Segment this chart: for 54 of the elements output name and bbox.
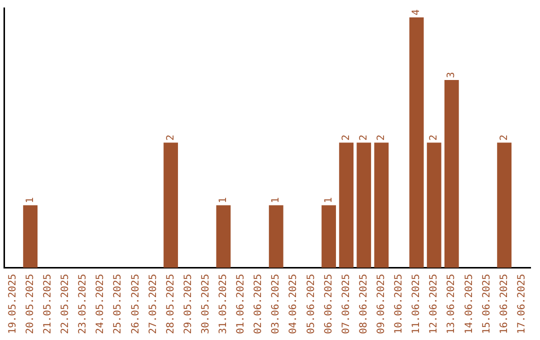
x-tick-label: 20.05.2025: [24, 274, 36, 334]
data-label: 2: [165, 134, 176, 141]
x-tick-label: 30.05.2025: [200, 274, 212, 334]
bar: [268, 205, 284, 268]
data-label: 2: [498, 134, 510, 141]
x-tick-label: 10.06.2025: [394, 274, 405, 334]
bar: [216, 205, 231, 268]
bar: [497, 142, 512, 268]
x-tick-label: 21.05.2025: [42, 274, 54, 334]
x-tick-label: 31.05.2025: [218, 274, 230, 334]
x-tick-label: 22.05.2025: [60, 274, 72, 334]
data-label: 4: [411, 9, 422, 16]
x-tick-label: 09.06.2025: [376, 274, 388, 334]
x-tick-label: 28.05.2025: [165, 274, 176, 334]
x-tick-label: 23.05.2025: [78, 274, 89, 334]
x-tick-label: 25.05.2025: [112, 274, 124, 334]
data-label: 2: [428, 134, 440, 141]
x-tick-label: 06.06.2025: [323, 274, 334, 334]
x-tick-label: 07.06.2025: [340, 274, 352, 334]
x-tick-label: 04.06.2025: [288, 274, 300, 334]
bar: [339, 142, 354, 268]
data-label: 1: [323, 197, 334, 204]
x-tick-label: 16.06.2025: [498, 274, 510, 334]
bar: [23, 205, 38, 268]
bar: [444, 80, 459, 268]
x-tick-label: 26.05.2025: [130, 274, 142, 334]
bar: [409, 17, 424, 268]
data-label: 2: [340, 134, 352, 141]
x-tick-label: 29.05.2025: [182, 274, 194, 334]
x-tick-label: 24.05.2025: [95, 274, 106, 334]
bar: [356, 142, 372, 268]
x-tick-label: 13.06.2025: [446, 274, 458, 334]
x-tick-label: 15.06.2025: [481, 274, 492, 334]
bar: [374, 142, 389, 268]
x-tick-label: 14.06.2025: [464, 274, 475, 334]
x-tick-label: 05.06.2025: [306, 274, 317, 334]
x-tick-label: 12.06.2025: [428, 274, 440, 334]
bar: [164, 142, 178, 268]
x-tick-label: 08.06.2025: [358, 274, 370, 334]
data-label: 3: [446, 72, 458, 78]
x-tick-label: 11.06.2025: [411, 274, 422, 334]
bar: [322, 205, 336, 268]
data-label: 2: [358, 134, 370, 141]
data-label: 2: [376, 134, 388, 141]
x-tick-label: 03.06.2025: [270, 274, 282, 334]
x-tick-label: 27.05.2025: [148, 274, 159, 334]
data-label: 1: [270, 197, 282, 204]
x-tick-label: 01.06.2025: [236, 274, 247, 334]
data-label: 1: [24, 197, 36, 204]
bar: [426, 142, 442, 268]
x-tick-label: 17.06.2025: [516, 274, 528, 334]
data-label: 1: [218, 197, 230, 204]
x-tick-label: 02.06.2025: [253, 274, 264, 334]
x-tick-label: 19.05.2025: [7, 274, 18, 334]
